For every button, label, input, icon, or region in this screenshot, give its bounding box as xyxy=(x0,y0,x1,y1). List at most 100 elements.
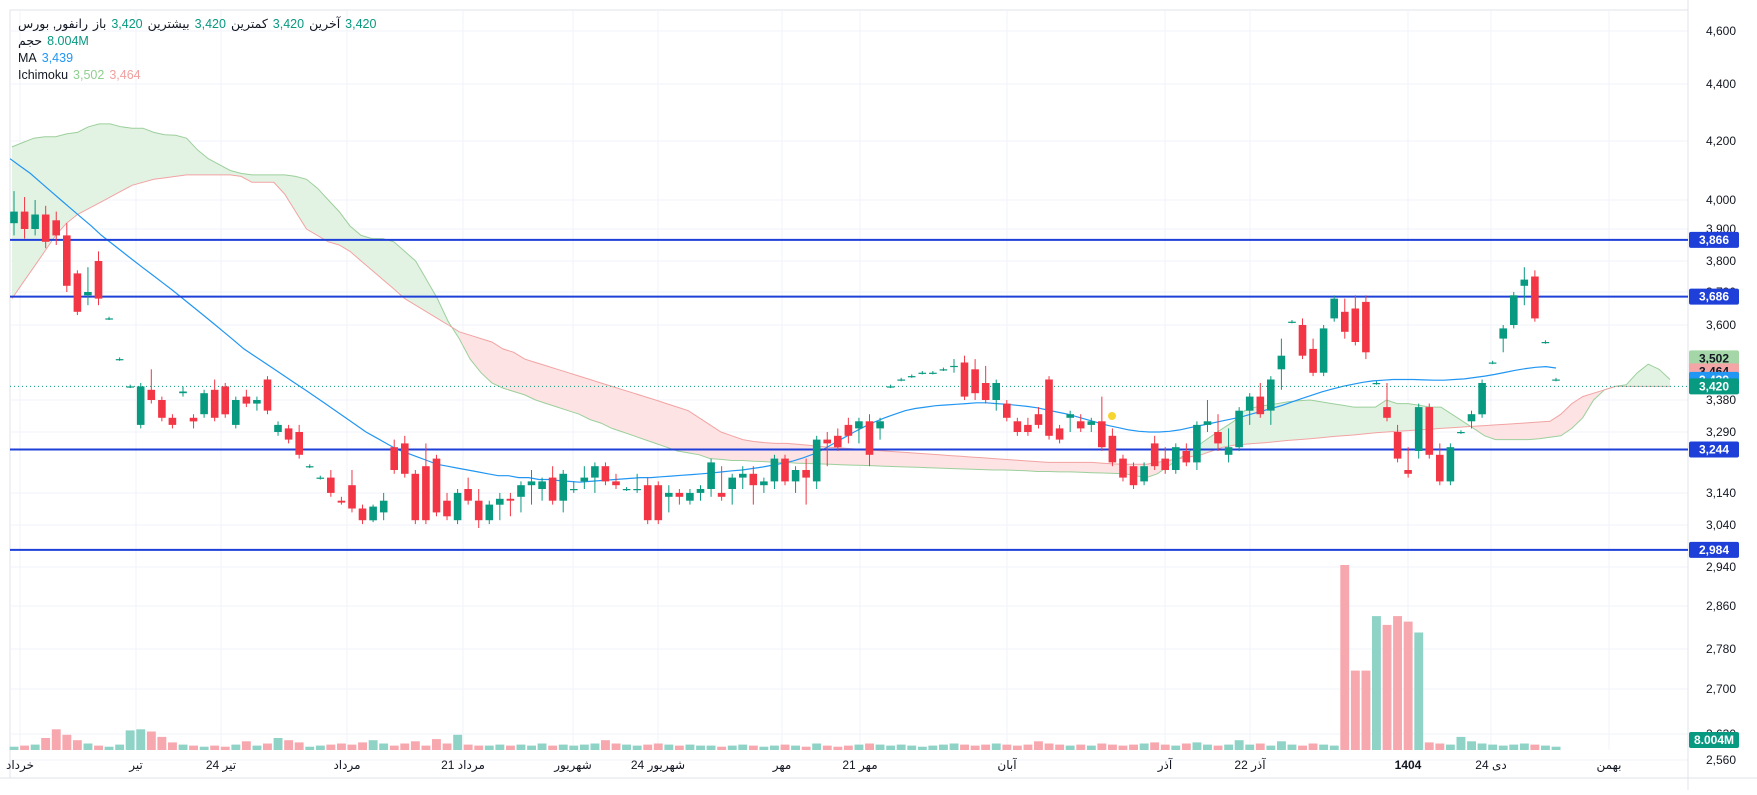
candle-body xyxy=(823,439,831,444)
horizontal-levels xyxy=(10,238,1688,551)
candle xyxy=(348,470,356,513)
volume-bar xyxy=(1118,745,1128,750)
candle xyxy=(876,417,884,440)
candle-body xyxy=(358,508,367,521)
candle xyxy=(886,384,895,389)
candle xyxy=(559,470,567,513)
volume-bar xyxy=(315,745,325,750)
legend-low: 3,420 xyxy=(272,17,305,31)
candle xyxy=(390,439,398,474)
candle xyxy=(52,211,60,245)
volume-bar xyxy=(389,745,399,750)
candle-body xyxy=(284,428,293,440)
candle-body xyxy=(781,458,789,482)
candle xyxy=(337,496,346,505)
legend-ma: MA 3,439 xyxy=(18,50,376,67)
volume-bar xyxy=(1203,744,1212,750)
candle-body xyxy=(1467,414,1476,422)
y-tick-label: 4,400 xyxy=(1706,77,1736,91)
volume-bar xyxy=(273,738,283,750)
candle xyxy=(1404,447,1412,478)
volume-bar xyxy=(939,744,948,750)
volume-bar xyxy=(537,743,547,750)
candle xyxy=(1520,267,1529,306)
volume-bar xyxy=(1129,744,1138,750)
y-tick-label: 4,000 xyxy=(1706,193,1736,207)
volume-bar xyxy=(83,743,93,750)
volume-bar xyxy=(168,742,177,750)
candle xyxy=(981,365,990,404)
candle xyxy=(1098,396,1106,451)
cloud-bull xyxy=(1604,364,1670,390)
y-tick-label: 2,940 xyxy=(1706,560,1736,574)
legend-close-label: آخرین xyxy=(309,17,341,31)
volume-bar xyxy=(1255,743,1265,750)
candle-body xyxy=(1267,379,1275,411)
candle-body xyxy=(612,481,620,486)
volume-bar xyxy=(981,744,991,750)
candle xyxy=(1531,270,1539,322)
candle-body xyxy=(263,379,272,411)
volume-bar xyxy=(125,730,135,750)
candle xyxy=(527,470,536,505)
candle-body xyxy=(992,383,1000,400)
volume-bar xyxy=(674,745,684,750)
volume-bar xyxy=(199,746,209,750)
candle xyxy=(960,355,969,400)
candle xyxy=(422,443,430,525)
candle-body xyxy=(1488,362,1497,364)
candle-body xyxy=(770,458,779,482)
x-tick-label: 21 مهر xyxy=(842,758,877,773)
candle xyxy=(474,489,483,528)
x-tick-label: خرداد xyxy=(6,758,34,773)
candle xyxy=(749,466,758,505)
volume-bar xyxy=(189,745,198,750)
volume-bar xyxy=(1012,745,1022,750)
y-tick-label: 4,600 xyxy=(1706,24,1736,38)
volume-bar xyxy=(1551,746,1561,750)
candle-body xyxy=(136,386,145,425)
volume-bar xyxy=(664,744,674,750)
volume-bar xyxy=(706,745,716,750)
candle xyxy=(791,466,800,493)
volume-bar xyxy=(590,743,600,750)
candle-body xyxy=(950,365,958,368)
candle xyxy=(1446,443,1455,486)
candle xyxy=(506,492,515,517)
volume-bar xyxy=(1308,743,1318,750)
candle xyxy=(992,379,1000,411)
y-tick-label: 3,600 xyxy=(1706,318,1736,332)
candle xyxy=(1076,414,1085,432)
volume-bar xyxy=(601,740,610,750)
volume-bar xyxy=(759,746,769,750)
volume-bar xyxy=(484,745,494,750)
volume-bar xyxy=(579,744,589,750)
candle xyxy=(855,417,863,444)
candle-body xyxy=(1414,407,1423,451)
volume-bar xyxy=(801,746,811,750)
legend-open-label: باز xyxy=(92,17,107,31)
candle-body xyxy=(622,489,631,491)
candle-body xyxy=(1499,328,1507,339)
volume-bar xyxy=(611,743,621,750)
candle-body xyxy=(10,211,18,224)
candle-body xyxy=(1309,348,1317,373)
volume-bar xyxy=(1108,744,1117,750)
candle xyxy=(717,466,726,501)
legend-ichimoku: Ichimoku 3,502 3,464 xyxy=(18,67,376,84)
candle-body xyxy=(1404,470,1412,474)
x-tick-label: آبان xyxy=(997,757,1017,772)
candle xyxy=(327,470,335,497)
legend-open: 3,420 xyxy=(111,17,143,31)
candle xyxy=(654,481,663,525)
volume-bar xyxy=(1277,741,1286,750)
volume-bar xyxy=(284,740,294,750)
candle-body xyxy=(1383,407,1391,418)
volume-bar xyxy=(1445,744,1455,750)
candle-body xyxy=(897,379,905,381)
candle-body xyxy=(1003,403,1011,418)
candle-body xyxy=(1531,276,1539,319)
candle xyxy=(432,454,441,517)
